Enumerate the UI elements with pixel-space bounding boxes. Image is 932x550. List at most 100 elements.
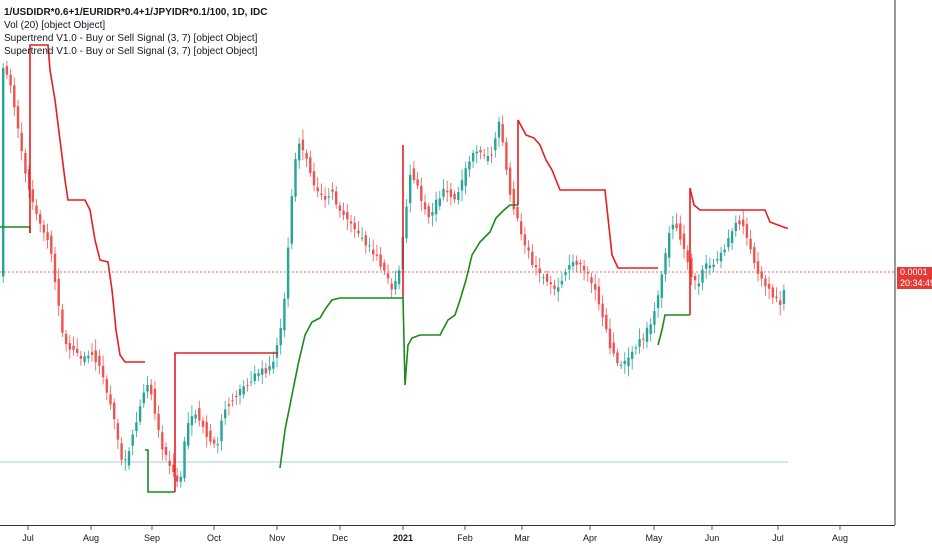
candle-body bbox=[616, 352, 619, 364]
candle-body bbox=[253, 373, 256, 382]
candle-body bbox=[216, 444, 219, 446]
candle-body bbox=[483, 154, 486, 156]
candle-body bbox=[442, 188, 445, 197]
candle-body bbox=[531, 252, 534, 265]
supertrend-down-segment bbox=[29, 44, 145, 363]
candle-body bbox=[738, 220, 741, 225]
candle-body bbox=[779, 300, 782, 305]
candle-body bbox=[68, 342, 71, 350]
candle-body bbox=[745, 224, 749, 238]
candle-body bbox=[586, 272, 589, 274]
candle-body bbox=[653, 311, 656, 325]
candle-body bbox=[564, 272, 567, 276]
candle-body bbox=[172, 464, 175, 473]
candle-body bbox=[575, 260, 578, 265]
candle-body bbox=[194, 414, 197, 419]
candle-body bbox=[568, 265, 571, 270]
candle-body bbox=[516, 206, 519, 219]
candle-body bbox=[545, 274, 549, 282]
candle-body bbox=[460, 180, 464, 191]
candle-body bbox=[331, 189, 334, 192]
candle-body bbox=[664, 253, 667, 275]
candle-body bbox=[690, 258, 693, 278]
candle-body bbox=[431, 212, 434, 216]
candle-body bbox=[471, 152, 475, 162]
x-tick-label: May bbox=[645, 533, 663, 543]
volume-indicator-label: Vol (20) [object Object] bbox=[4, 20, 106, 31]
candle-body bbox=[390, 283, 393, 290]
candle-body bbox=[671, 224, 675, 230]
candle-body bbox=[749, 238, 752, 250]
candle-body bbox=[590, 277, 593, 284]
candle-body bbox=[153, 388, 157, 414]
candle-body bbox=[235, 395, 238, 397]
candle-body bbox=[346, 212, 349, 220]
candle-body bbox=[20, 132, 23, 151]
candle-body bbox=[187, 422, 190, 446]
candle-body bbox=[693, 275, 697, 281]
candle-body bbox=[701, 269, 704, 283]
chart-legend: 1/USDIDR*0.6+1/EURIDR*0.4+1/JPYIDR*0.1/1… bbox=[4, 6, 267, 58]
candle-body bbox=[116, 423, 120, 440]
candle-body bbox=[753, 247, 756, 264]
candle-body bbox=[39, 214, 42, 224]
x-tick-label: Sep bbox=[144, 533, 160, 543]
candle-body bbox=[120, 443, 123, 460]
symbol-title: 1/USDIDR*0.6+1/EURIDR*0.4+1/JPYIDR*0.1/1… bbox=[4, 7, 268, 18]
candle-body bbox=[660, 274, 663, 298]
candle-body bbox=[638, 339, 641, 347]
supertrend-up-segment bbox=[145, 449, 175, 493]
x-tick-label: Apr bbox=[583, 533, 597, 543]
candle-body bbox=[549, 282, 552, 285]
candle-body bbox=[523, 234, 527, 246]
candle-body bbox=[534, 265, 538, 268]
candle-body bbox=[479, 150, 482, 153]
current-price-tag: 0.0001 20:34:49 bbox=[897, 267, 932, 289]
candle-body bbox=[224, 409, 227, 419]
candle-body bbox=[727, 238, 730, 248]
candle-body bbox=[775, 296, 778, 299]
candle-body bbox=[682, 233, 686, 249]
candle-body bbox=[353, 222, 356, 230]
candle-body bbox=[27, 169, 31, 190]
candle-body bbox=[327, 196, 330, 198]
candle-body bbox=[76, 348, 79, 353]
candle-body bbox=[449, 189, 453, 198]
candle-body bbox=[767, 283, 771, 289]
candle-body bbox=[512, 189, 515, 210]
candle-body bbox=[656, 295, 660, 309]
candle-body bbox=[379, 254, 382, 267]
candle-body bbox=[142, 392, 145, 404]
candle-body bbox=[283, 298, 286, 331]
candle-body bbox=[412, 168, 416, 180]
candle-body bbox=[423, 202, 427, 210]
supertrend-label-1: Supertrend V1.0 - Buy or Sell Signal (3,… bbox=[4, 33, 258, 44]
candle-body bbox=[494, 138, 497, 151]
x-tick-label: Jun bbox=[705, 533, 720, 543]
x-tick-label: 2021 bbox=[393, 533, 413, 543]
candle-body bbox=[594, 284, 597, 290]
supertrend-up-segment bbox=[279, 204, 518, 469]
candle-body bbox=[486, 155, 490, 161]
supertrend-down-segment bbox=[174, 352, 278, 492]
candle-body bbox=[686, 250, 689, 262]
candle-body bbox=[397, 270, 401, 285]
x-tick-label: Oct bbox=[207, 533, 222, 543]
candle-body bbox=[312, 171, 316, 186]
candle-body bbox=[50, 235, 53, 254]
x-tick-label: Jul bbox=[22, 533, 34, 543]
candle-body bbox=[320, 193, 323, 195]
candle-body bbox=[571, 261, 575, 267]
candle-body bbox=[2, 67, 5, 277]
candle-body bbox=[386, 273, 390, 279]
candle-body bbox=[771, 287, 774, 298]
candle-body bbox=[35, 205, 38, 214]
candle-body bbox=[716, 259, 719, 261]
x-tick-label: Aug bbox=[832, 533, 848, 543]
candle-body bbox=[227, 404, 231, 406]
candle-body bbox=[138, 406, 142, 422]
candle-body bbox=[220, 420, 223, 441]
candle-body bbox=[501, 124, 504, 143]
candle-body bbox=[72, 345, 75, 350]
